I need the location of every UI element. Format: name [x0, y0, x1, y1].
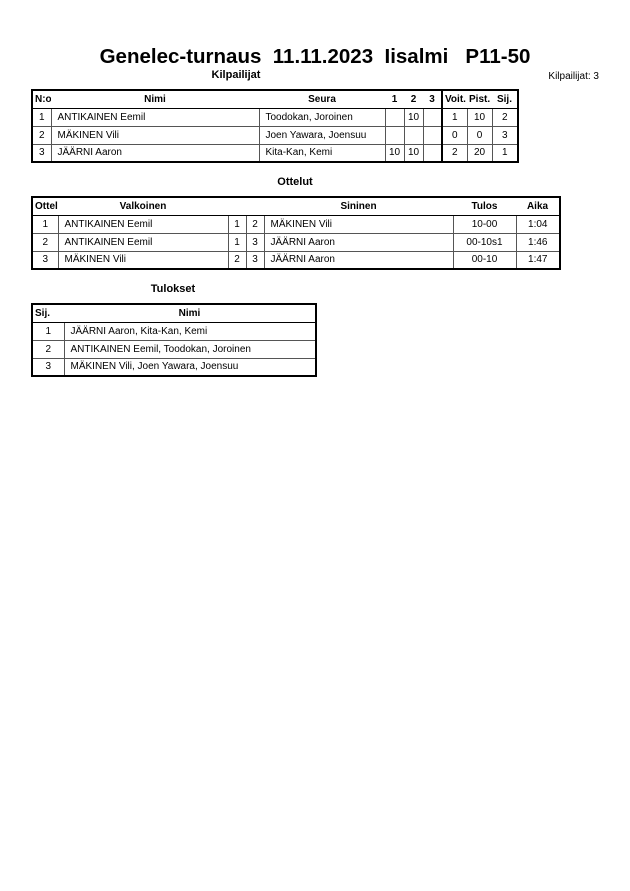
table-cell: 1 [31, 107, 52, 127]
table-cell: MÄKINEN Vili [57, 250, 229, 270]
column-header: 2 [404, 90, 423, 109]
header-row: N:o Nimi Seura 1 2 3 Voit. Pist. Sij. [32, 90, 518, 109]
table-cell: Kita-Kan, Kemi [258, 143, 386, 163]
table-row: 3 JÄÄRNI Aaron Kita-Kan, Kemi 10 10 2 20 1 [31, 143, 519, 163]
table-cell: 3 [245, 250, 265, 270]
table-cell: 0 [466, 125, 493, 145]
column-header: Seura [259, 90, 385, 109]
table-cell: 2 [491, 107, 519, 127]
header-row: Sij. Nimi [32, 304, 316, 323]
table-cell: 1:47 [515, 250, 561, 270]
table-cell: 1 [227, 232, 247, 252]
column-header: Nimi [64, 304, 316, 323]
table-cell: 1:04 [515, 214, 561, 234]
competitors-table: N:o Nimi Seura 1 2 3 Voit. Pist. Sij. 1 ANTIKAINEN… [31, 89, 519, 163]
table-cell [422, 143, 443, 163]
table-row: 2 ANTIKAINEN Eemil 1 3 JÄÄRNI Aaron 00-10s1 1:… [31, 232, 561, 252]
table-cell: MÄKINEN Vili [50, 125, 260, 145]
table-cell [384, 107, 405, 127]
column-header: Voit. [441, 90, 467, 109]
table-cell: 1 [491, 143, 519, 163]
column-header: Tulos [453, 197, 516, 216]
table-row: 1 ANTIKAINEN Eemil Toodokan, Joroinen 10 1 10… [31, 107, 519, 127]
table-cell [384, 125, 405, 145]
table-cell: 3 [31, 250, 59, 270]
table-row: 2 MÄKINEN Vili Joen Yawara, Joensuu 0 0 3 [31, 125, 519, 145]
table-cell [422, 125, 443, 145]
column-header: Aika [516, 197, 560, 216]
table-cell: 20 [466, 143, 493, 163]
table-cell: 3 [31, 143, 52, 163]
column-header: Sininen [264, 197, 453, 216]
table-cell: 3 [245, 232, 265, 252]
results-heading: Tulokset [150, 283, 196, 295]
column-header: Pist. [467, 90, 492, 109]
table-cell: 1 [31, 321, 65, 341]
table-cell: 00-10s1 [452, 232, 517, 252]
table-cell: 2 [441, 143, 468, 163]
table-cell: 0 [441, 125, 468, 145]
table-cell: ANTIKAINEN Eemil [57, 232, 229, 252]
column-header: Nimi [51, 90, 259, 109]
table-cell: MÄKINEN Vili, Joen Yawara, Joensuu [63, 357, 317, 377]
competitors-heading: Kilpailijat [211, 69, 261, 81]
table-cell: 10 [384, 143, 405, 163]
table-cell: 2 [31, 125, 52, 145]
table-cell: Toodokan, Joroinen [258, 107, 386, 127]
table-cell: JÄÄRNI Aaron, Kita-Kan, Kemi [63, 321, 317, 341]
table-cell: 1 [441, 107, 468, 127]
column-header: Sij. [32, 304, 64, 323]
table-cell: ANTIKAINEN Eemil [57, 214, 229, 234]
table-cell: 10 [466, 107, 493, 127]
table-cell: 1:46 [515, 232, 561, 252]
table-row: 1 ANTIKAINEN Eemil 1 2 MÄKINEN Vili 10-00 1:04 [31, 214, 561, 234]
table-cell: JÄÄRNI Aaron [50, 143, 260, 163]
table-cell: MÄKINEN Vili [263, 214, 454, 234]
table-cell: JÄÄRNI Aaron [263, 250, 454, 270]
table-row: 3 MÄKINEN Vili, Joen Yawara, Joensuu [31, 357, 317, 377]
table-cell: 3 [31, 357, 65, 377]
page-title: Genelec-turnaus 11.11.2023 Iisalmi P11-5… [99, 45, 531, 68]
column-header: 3 [423, 90, 442, 109]
column-header: Valkoinen [58, 197, 228, 216]
table-cell: 10-00 [452, 214, 517, 234]
table-cell: JÄÄRNI Aaron [263, 232, 454, 252]
results-table: Sij. Nimi 1 JÄÄRNI Aaron, Kita-Kan, Kemi 2 AN… [31, 303, 317, 377]
table-cell: 2 [31, 232, 59, 252]
table-row: 1 JÄÄRNI Aaron, Kita-Kan, Kemi [31, 321, 317, 341]
table-cell: 10 [403, 107, 424, 127]
table-cell: 2 [245, 214, 265, 234]
table-cell: 1 [227, 214, 247, 234]
column-header [246, 197, 264, 216]
table-cell [403, 125, 424, 145]
table-cell: 2 [31, 339, 65, 359]
table-row: 3 MÄKINEN Vili 2 3 JÄÄRNI Aaron 00-10 1:47 [31, 250, 561, 270]
table-cell: 10 [403, 143, 424, 163]
table-cell: 00-10 [452, 250, 517, 270]
table-cell: ANTIKAINEN Eemil, Toodokan, Joroinen [63, 339, 317, 359]
table-cell: ANTIKAINEN Eemil [50, 107, 260, 127]
table-cell: 2 [227, 250, 247, 270]
column-header: Ottelu [32, 197, 58, 216]
column-header: Sij. [492, 90, 518, 109]
column-header: 1 [385, 90, 404, 109]
table-cell: 1 [31, 214, 59, 234]
column-header: N:o [32, 90, 51, 109]
table-cell [422, 107, 443, 127]
matches-heading: Ottelut [277, 176, 313, 188]
table-cell: 3 [491, 125, 519, 145]
competitor-count: Kilpailijat: 3 [548, 71, 599, 82]
table-row: 2 ANTIKAINEN Eemil, Toodokan, Joroinen [31, 339, 317, 359]
column-header [228, 197, 246, 216]
table-cell: Joen Yawara, Joensuu [258, 125, 386, 145]
